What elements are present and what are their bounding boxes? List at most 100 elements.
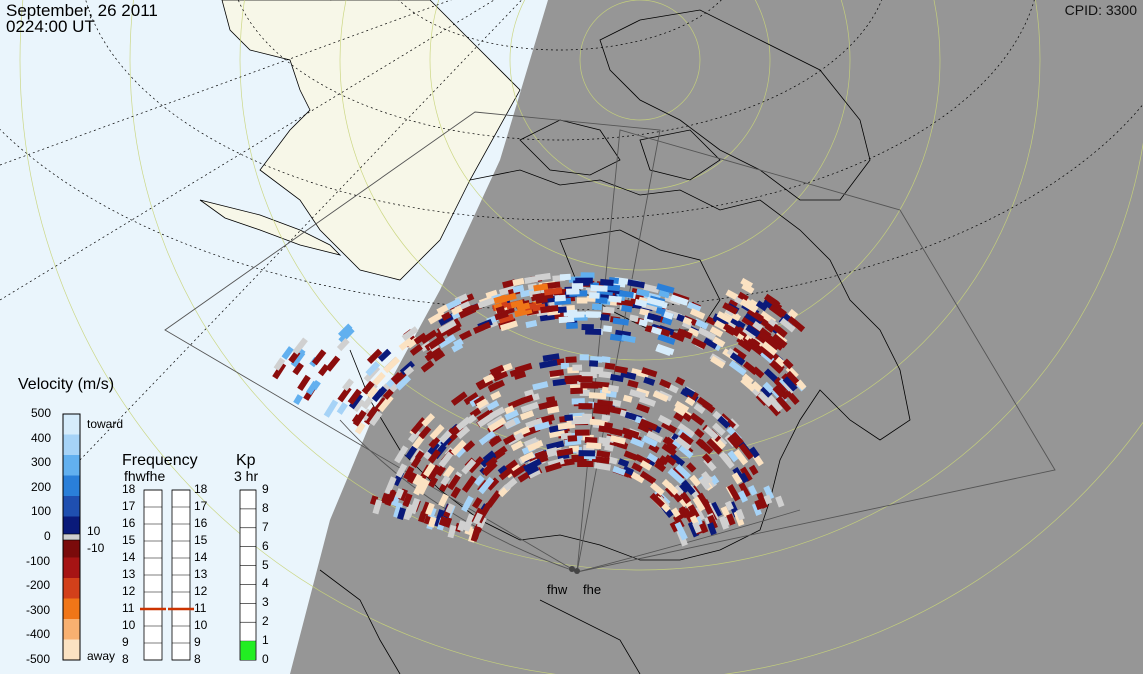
scatter-cell bbox=[476, 408, 495, 423]
scatter-cell bbox=[689, 474, 701, 487]
scatter-cell bbox=[524, 275, 539, 285]
scatter-cell bbox=[702, 401, 716, 414]
scatter-cell bbox=[384, 476, 397, 495]
scatter-cell bbox=[646, 452, 659, 463]
scatter-cell bbox=[398, 337, 414, 351]
scatter-cell bbox=[595, 404, 610, 412]
scatter-cell bbox=[785, 370, 801, 386]
scatter-cell bbox=[686, 301, 702, 313]
scatter-cell bbox=[639, 470, 657, 485]
scatter-cell bbox=[584, 436, 598, 444]
scatter-cell bbox=[657, 414, 672, 427]
scatter-cell bbox=[466, 414, 477, 424]
scatter-cell bbox=[565, 377, 578, 385]
scatter-cell bbox=[342, 378, 354, 392]
scatter-cell bbox=[441, 311, 452, 321]
scatter-cell bbox=[548, 429, 566, 439]
scatter-cell bbox=[311, 379, 321, 391]
frequency-legend-sub: fhwfhe bbox=[124, 468, 166, 484]
scatter-cell bbox=[366, 406, 378, 419]
scatter-cell bbox=[755, 300, 768, 312]
scatter-cell bbox=[397, 507, 407, 521]
scatter-cell bbox=[473, 395, 487, 407]
scatter-cell bbox=[517, 471, 531, 483]
scatter-cell bbox=[768, 304, 785, 319]
scatter-cell bbox=[519, 410, 535, 421]
scatter-cell bbox=[470, 525, 481, 542]
scatter-cell bbox=[478, 430, 496, 446]
scatter-cell bbox=[575, 277, 593, 284]
scatter-cell bbox=[630, 437, 645, 448]
scatter-cell bbox=[712, 336, 726, 348]
scatter-cell bbox=[564, 414, 574, 422]
scatter-cell bbox=[388, 379, 403, 394]
plus10-label: 10 bbox=[87, 524, 101, 538]
scatter-cell bbox=[438, 451, 454, 468]
velocity-cells bbox=[272, 272, 807, 547]
scatter-cell bbox=[281, 346, 294, 360]
scatter-cell bbox=[390, 494, 401, 507]
scatter-cell bbox=[477, 297, 495, 309]
scatter-cell bbox=[586, 442, 602, 450]
scatter-cell bbox=[707, 522, 717, 536]
scatter-cell bbox=[318, 363, 330, 377]
scatter-cell bbox=[581, 324, 594, 331]
velocity-tick: 300 bbox=[31, 455, 52, 470]
scatter-cell bbox=[687, 327, 700, 337]
scatter-cell bbox=[439, 430, 453, 444]
scatter-cell bbox=[510, 440, 524, 452]
scatter-cell bbox=[482, 373, 495, 384]
scatter-cell bbox=[495, 305, 506, 314]
frequency-tick-right: 16 bbox=[194, 516, 208, 530]
scatter-cell bbox=[450, 391, 468, 406]
scatter-cell bbox=[523, 437, 539, 448]
scatter-cell bbox=[421, 413, 436, 428]
scatter-cell bbox=[751, 366, 765, 379]
scatter-cell bbox=[696, 438, 710, 452]
velocity-tick: 400 bbox=[31, 430, 52, 445]
scatter-cell bbox=[429, 424, 445, 440]
scatter-cell bbox=[622, 465, 635, 476]
scatter-cell bbox=[666, 482, 679, 496]
scatter-cell bbox=[656, 283, 675, 294]
scatter-cell bbox=[352, 398, 365, 413]
scatter-cell bbox=[461, 458, 477, 475]
scatter-cell bbox=[457, 520, 467, 532]
scatter-cell bbox=[492, 448, 506, 461]
scatter-cell bbox=[410, 456, 421, 469]
scatter-cell bbox=[588, 392, 607, 400]
scatter-cell bbox=[427, 310, 446, 325]
scatter-cell bbox=[486, 490, 502, 508]
scatter-cell bbox=[427, 449, 441, 464]
scatter-cell bbox=[485, 456, 498, 469]
velocity-tick: -500 bbox=[26, 652, 51, 666]
scatter-cell bbox=[746, 307, 764, 322]
scatter-cell bbox=[694, 428, 705, 439]
scatter-cell bbox=[709, 474, 720, 485]
scatter-cell bbox=[760, 385, 773, 398]
scatter-cell bbox=[559, 273, 571, 281]
scatter-cell bbox=[764, 322, 775, 333]
scatter-cell bbox=[514, 362, 533, 374]
scatter-cell bbox=[438, 493, 449, 508]
scatter-cell bbox=[532, 381, 549, 391]
scatter-cell bbox=[292, 337, 308, 355]
scatter-cell bbox=[650, 482, 665, 496]
scatter-cell bbox=[472, 497, 483, 509]
scatter-cell bbox=[679, 491, 692, 504]
scatter-cell bbox=[534, 421, 551, 432]
scatter-cell bbox=[395, 488, 405, 499]
scatter-cell bbox=[513, 370, 527, 380]
scatter-cell bbox=[639, 418, 658, 431]
scatter-cell bbox=[692, 521, 702, 534]
scatter-cell bbox=[610, 374, 624, 383]
scatter-cell bbox=[447, 524, 457, 539]
scatter-cell bbox=[456, 425, 471, 440]
scatter-cell bbox=[648, 443, 660, 454]
scatter-cell bbox=[727, 299, 738, 309]
kp-tick: 4 bbox=[262, 576, 269, 591]
scatter-cell bbox=[445, 298, 462, 310]
scatter-cell bbox=[361, 396, 374, 410]
scatter-cell bbox=[665, 441, 678, 452]
scatter-cell bbox=[535, 296, 548, 304]
